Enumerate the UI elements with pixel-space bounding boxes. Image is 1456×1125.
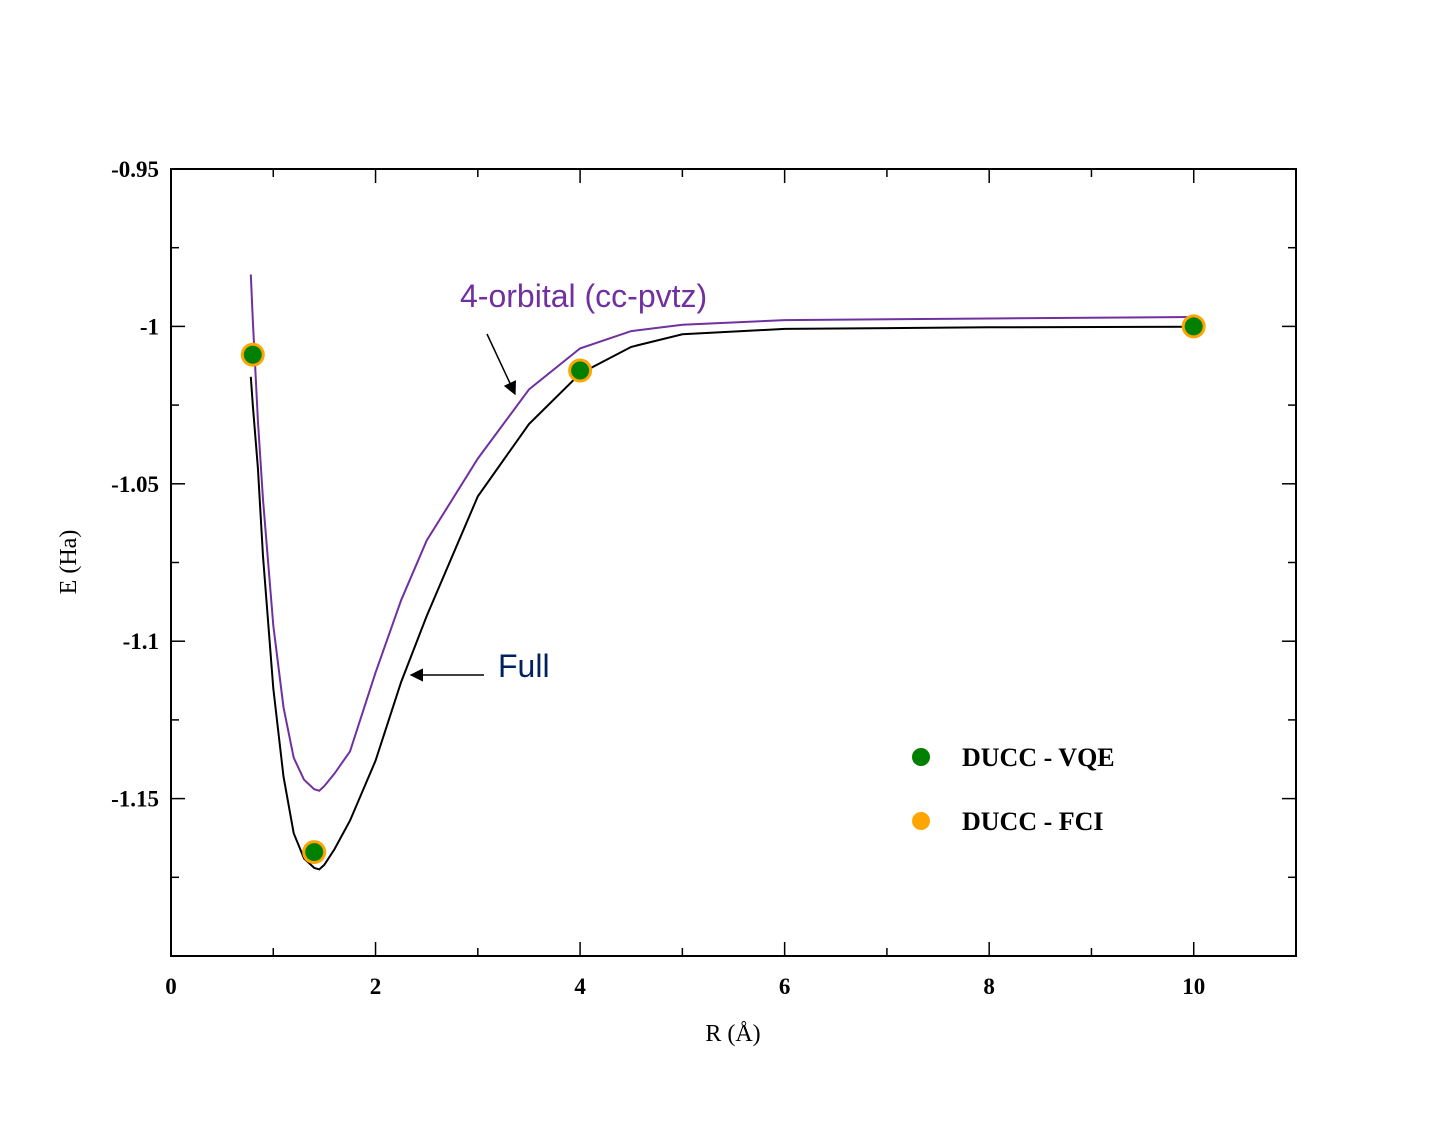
x-tick-label-0: 0 xyxy=(165,974,177,999)
y-tick-label-0: -0.95 xyxy=(111,157,159,182)
legend-marker-ducc-vqe xyxy=(912,748,930,766)
series-line-1 xyxy=(249,325,1194,871)
x-tick-label-5: 10 xyxy=(1182,974,1205,999)
annotation-4-orbital: 4-orbital (cc-pvtz) xyxy=(460,278,707,314)
points-layer xyxy=(240,314,1206,865)
lines-layer xyxy=(249,274,1194,871)
data-point-2-1 xyxy=(305,843,324,862)
legend-marker-ducc-fci xyxy=(912,812,930,830)
ticks-layer xyxy=(170,168,1297,957)
x-tick-label-2: 4 xyxy=(574,974,586,999)
y-tick-label-2: -1.05 xyxy=(111,472,159,497)
y-tick-label-1: -1 xyxy=(140,314,159,339)
x-tick-label-4: 8 xyxy=(983,974,995,999)
legend-label-ducc-fci: DUCC - FCI xyxy=(962,807,1104,836)
y-tick-label-4: -1.15 xyxy=(111,787,159,812)
x-tick-label-1: 2 xyxy=(370,974,382,999)
x-tick-label-3: 6 xyxy=(779,974,791,999)
annotation-full: Full xyxy=(498,648,550,684)
y-axis-title: E (Ha) xyxy=(56,530,82,595)
legend: DUCC - VQE DUCC - FCI xyxy=(912,743,1115,836)
data-point-2-3 xyxy=(1184,317,1203,336)
data-point-2-0 xyxy=(243,345,262,364)
series-line-0 xyxy=(249,274,1194,792)
y-tick-label-3: -1.1 xyxy=(123,629,159,654)
data-point-2-2 xyxy=(571,361,590,380)
legend-label-ducc-vqe: DUCC - VQE xyxy=(962,743,1115,772)
annotation-4-orbital-arrow xyxy=(486,333,516,396)
tick-labels-layer: 0 2 4 6 8 10 -0.95 -1 -1.05 -1.1 -1.15 xyxy=(111,157,1205,999)
x-axis-title: R (Å) xyxy=(705,1021,760,1047)
